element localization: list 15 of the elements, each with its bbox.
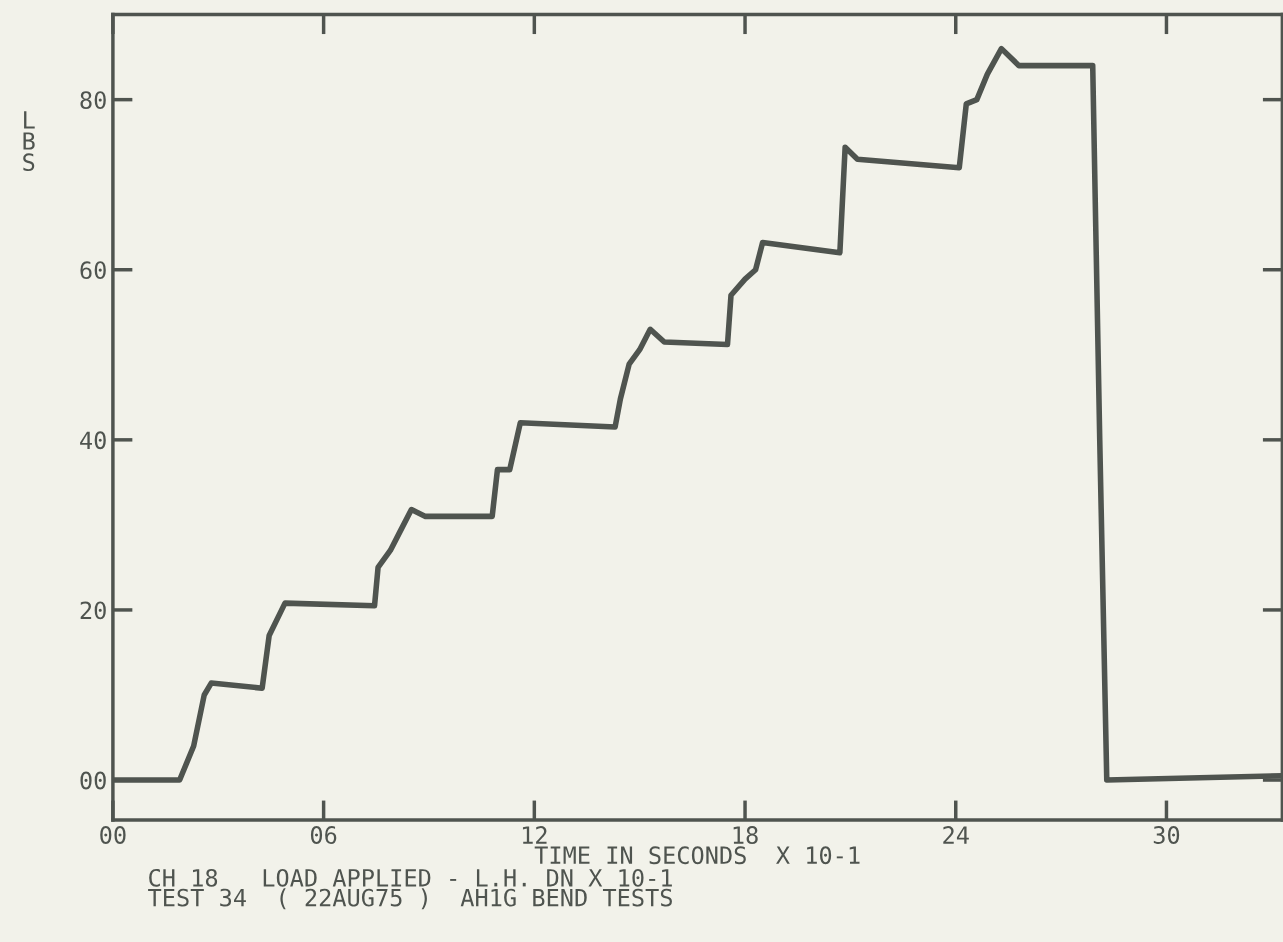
x-tick-label: 06 xyxy=(310,826,337,844)
y-tick-label: 60 xyxy=(80,261,106,280)
x-tick-label: 12 xyxy=(522,826,547,844)
y-tick-label: 40 xyxy=(80,431,106,450)
x-tick-label: 18 xyxy=(733,826,758,844)
y-tick-label: 80 xyxy=(80,91,106,110)
x-axis-title: TIME IN SECONDS X 10-1 xyxy=(534,846,860,865)
x-tick-label: 00 xyxy=(100,826,126,844)
y-tick-label: 20 xyxy=(80,601,106,620)
x-tick-label: 24 xyxy=(943,826,969,844)
y-axis-title: LBS xyxy=(23,111,35,172)
text: CH 18 LOAD APPLIED - L.H. DN X 10-1 xyxy=(149,868,672,887)
x-tick-label: 30 xyxy=(1153,826,1180,844)
y-tick-label: 00 xyxy=(80,771,106,790)
text: TEST 34 ( 22AUG75 ) AH1G BEND TESTS xyxy=(148,888,672,910)
